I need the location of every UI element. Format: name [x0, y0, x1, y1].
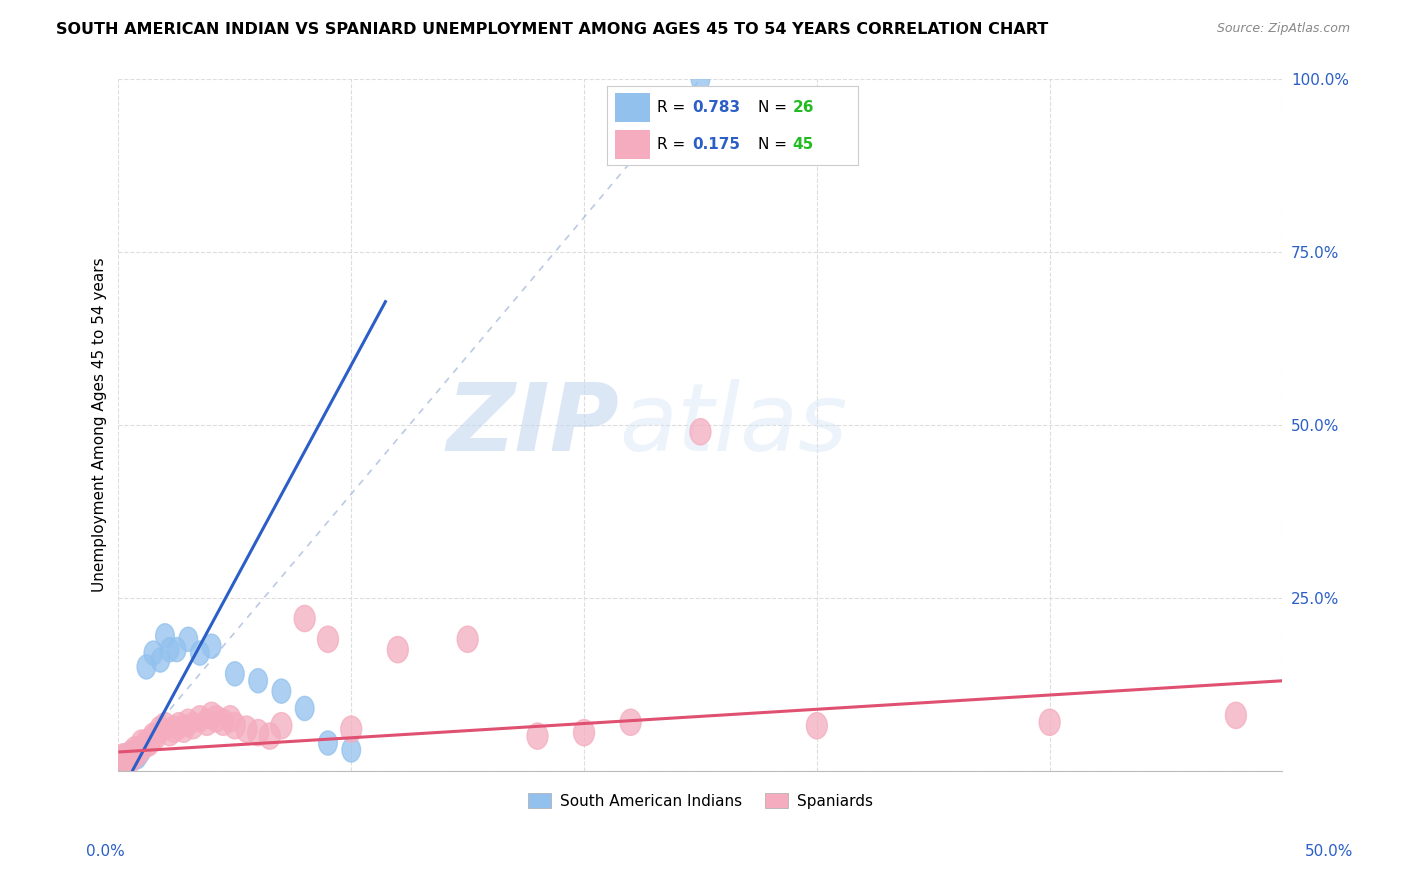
Ellipse shape: [807, 713, 827, 739]
Ellipse shape: [169, 713, 190, 739]
Ellipse shape: [457, 626, 478, 652]
Ellipse shape: [138, 730, 159, 756]
Text: ZIP: ZIP: [446, 379, 619, 471]
Ellipse shape: [112, 744, 134, 770]
Legend: South American Indians, Spaniards: South American Indians, Spaniards: [522, 787, 879, 815]
Ellipse shape: [236, 716, 257, 742]
Ellipse shape: [143, 723, 165, 749]
Ellipse shape: [165, 716, 184, 742]
Ellipse shape: [155, 713, 176, 739]
Text: atlas: atlas: [619, 379, 848, 470]
Ellipse shape: [167, 638, 186, 662]
Ellipse shape: [183, 713, 204, 739]
Text: 50.0%: 50.0%: [1305, 845, 1353, 859]
Ellipse shape: [225, 662, 245, 686]
Ellipse shape: [690, 418, 711, 445]
Ellipse shape: [620, 709, 641, 735]
Ellipse shape: [249, 669, 267, 693]
Ellipse shape: [131, 741, 149, 765]
Ellipse shape: [173, 716, 194, 742]
Ellipse shape: [128, 745, 146, 769]
Ellipse shape: [131, 730, 152, 756]
Ellipse shape: [319, 731, 337, 756]
Ellipse shape: [125, 745, 143, 769]
Ellipse shape: [117, 744, 138, 770]
Ellipse shape: [574, 720, 595, 746]
Ellipse shape: [120, 747, 141, 773]
Text: 0.0%: 0.0%: [86, 845, 125, 859]
Ellipse shape: [132, 738, 150, 762]
Ellipse shape: [191, 641, 209, 665]
Ellipse shape: [118, 745, 136, 769]
Ellipse shape: [294, 606, 315, 632]
Ellipse shape: [225, 713, 245, 739]
Ellipse shape: [121, 741, 139, 765]
Ellipse shape: [202, 634, 221, 658]
Ellipse shape: [117, 745, 135, 769]
Ellipse shape: [111, 752, 131, 776]
Ellipse shape: [122, 740, 143, 766]
Ellipse shape: [129, 737, 150, 763]
Ellipse shape: [273, 679, 291, 703]
Ellipse shape: [247, 720, 269, 746]
Ellipse shape: [127, 740, 148, 766]
Ellipse shape: [124, 745, 142, 769]
Ellipse shape: [212, 709, 233, 735]
Ellipse shape: [115, 744, 136, 770]
Ellipse shape: [295, 697, 314, 721]
Ellipse shape: [692, 67, 710, 91]
Ellipse shape: [159, 720, 180, 746]
Ellipse shape: [527, 723, 548, 749]
Y-axis label: Unemployment Among Ages 45 to 54 years: Unemployment Among Ages 45 to 54 years: [93, 258, 107, 592]
Ellipse shape: [160, 638, 179, 662]
Ellipse shape: [219, 706, 240, 732]
Ellipse shape: [145, 723, 166, 749]
Ellipse shape: [259, 723, 280, 749]
Ellipse shape: [150, 716, 170, 742]
Ellipse shape: [1226, 702, 1246, 729]
Ellipse shape: [177, 709, 198, 735]
Ellipse shape: [136, 655, 156, 679]
Ellipse shape: [1039, 709, 1060, 735]
Ellipse shape: [124, 737, 145, 763]
Ellipse shape: [143, 641, 163, 665]
Ellipse shape: [387, 637, 408, 663]
Ellipse shape: [201, 702, 222, 729]
Text: SOUTH AMERICAN INDIAN VS SPANIARD UNEMPLOYMENT AMONG AGES 45 TO 54 YEARS CORRELA: SOUTH AMERICAN INDIAN VS SPANIARD UNEMPL…: [56, 22, 1049, 37]
Ellipse shape: [271, 713, 292, 739]
Ellipse shape: [197, 709, 218, 735]
Ellipse shape: [136, 730, 157, 756]
Ellipse shape: [190, 706, 211, 732]
Ellipse shape: [179, 627, 198, 651]
Ellipse shape: [318, 626, 339, 652]
Ellipse shape: [340, 716, 361, 742]
Ellipse shape: [205, 706, 226, 732]
Ellipse shape: [110, 747, 131, 773]
Ellipse shape: [114, 748, 132, 772]
Ellipse shape: [342, 738, 360, 762]
Text: Source: ZipAtlas.com: Source: ZipAtlas.com: [1216, 22, 1350, 36]
Ellipse shape: [150, 648, 170, 672]
Ellipse shape: [156, 624, 174, 648]
